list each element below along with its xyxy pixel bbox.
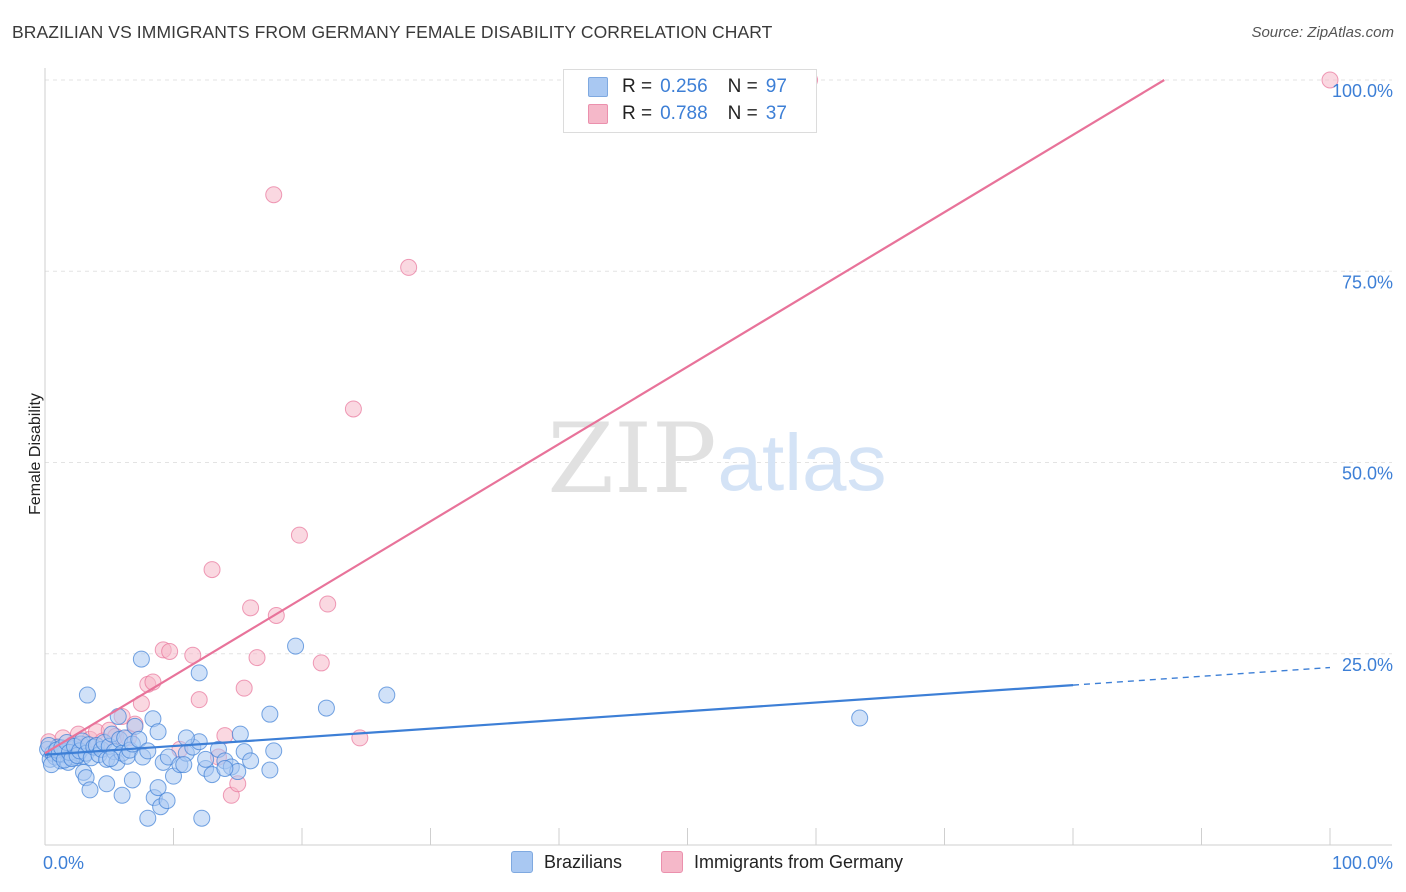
germany-point [400, 258, 418, 276]
brazilian-point [261, 761, 279, 779]
brazilian-point [158, 792, 176, 810]
legend-label-brazilians: Brazilians [544, 851, 623, 872]
chart-title: BRAZILIAN VS IMMIGRANTS FROM GERMANY FEM… [12, 22, 773, 42]
brazilian-point [287, 637, 305, 655]
brazilian-point [139, 809, 157, 827]
germany-point [265, 186, 283, 204]
tick-labels: 25.0% 50.0% 75.0% 100.0% 0.0% 100.0% [43, 81, 1393, 873]
germany-point [290, 526, 308, 544]
legend-swatch-pink [588, 104, 608, 124]
legend-n-label: N = [727, 103, 758, 124]
brazilian-point [216, 760, 234, 777]
brazilian-point [102, 750, 120, 768]
correlation-legend: R = 0.256 N = 97 R = 0.788 N = 37 [563, 69, 817, 133]
watermark-atlas: atlas [718, 418, 887, 507]
legend-swatch-blue [588, 77, 608, 97]
legend-n-value: 97 [765, 76, 787, 97]
germany-point [242, 599, 260, 617]
brazilian-point [175, 756, 193, 774]
brazilian-point [317, 699, 335, 717]
brazilian-point [851, 709, 869, 727]
legend-r-label: R = [622, 103, 653, 124]
germany-point [312, 654, 330, 672]
legend-item-brazilians[interactable]: Brazilians [511, 851, 622, 873]
y-tick-label: 25.0% [1342, 655, 1393, 675]
brazilian-point [197, 750, 215, 768]
brazilian-point [78, 686, 96, 704]
brazilian-point [81, 781, 99, 799]
germany-point [235, 679, 253, 697]
brazilian-point [113, 786, 131, 804]
watermark-zip: ZIP [547, 403, 716, 515]
germany-point [1321, 71, 1339, 89]
legend-r-value: 0.256 [660, 76, 708, 97]
gridlines [45, 79, 1392, 655]
legend-row-brazilians: R = 0.256 N = 97 [564, 75, 787, 99]
series-legend: Brazilians Immigrants from Germany [0, 851, 1406, 879]
brazilian-point [261, 705, 279, 723]
source-label: Source: ZipAtlas.com [1251, 24, 1394, 41]
brazilians-trend-line [44, 684, 1074, 756]
brazilian-point [193, 809, 211, 827]
brazilian-point [132, 650, 150, 668]
brazilian-point [190, 664, 208, 682]
brazilian-point [378, 686, 396, 704]
germany-point [161, 642, 179, 660]
axes [44, 68, 1392, 846]
legend-label-germany: Immigrants from Germany [694, 851, 904, 872]
germany-point [319, 595, 337, 613]
legend-item-germany[interactable]: Immigrants from Germany [661, 851, 903, 873]
watermark: ZIP atlas [547, 403, 886, 515]
brazilian-point [231, 725, 249, 743]
legend-r-label: R = [622, 76, 653, 97]
brazilian-point [139, 742, 157, 760]
brazilian-point [177, 729, 195, 747]
trend-lines [44, 79, 1331, 756]
brazilian-point [149, 779, 167, 797]
legend-swatch-germany [661, 851, 683, 873]
brazilian-point [149, 723, 167, 741]
germany-point [190, 691, 208, 709]
x-tick-label: 0.0% [43, 853, 84, 873]
y-tick-label: 100.0% [1332, 81, 1393, 101]
germany-point [248, 649, 266, 667]
legend-row-germany: R = 0.788 N = 37 [564, 102, 787, 126]
x-tick-label: 100.0% [1332, 853, 1393, 873]
y-tick-label: 75.0% [1342, 272, 1393, 292]
legend-swatch-brazilians [511, 851, 533, 873]
legend-r-value: 0.788 [660, 103, 708, 124]
germany-point [203, 561, 221, 579]
brazilian-point [98, 775, 116, 793]
brazilian-point [265, 742, 283, 760]
y-tick-label: 50.0% [1342, 464, 1393, 484]
brazilian-point [242, 752, 260, 770]
series-brazilians-points [39, 637, 869, 827]
legend-n-label: N = [727, 76, 758, 97]
brazilians-trend-extension [1072, 666, 1331, 686]
germany-point [344, 400, 362, 418]
brazilian-point [123, 771, 141, 789]
brazilian-point [109, 707, 127, 725]
legend-n-value: 37 [765, 103, 787, 124]
germany-trend-line [44, 79, 1165, 755]
